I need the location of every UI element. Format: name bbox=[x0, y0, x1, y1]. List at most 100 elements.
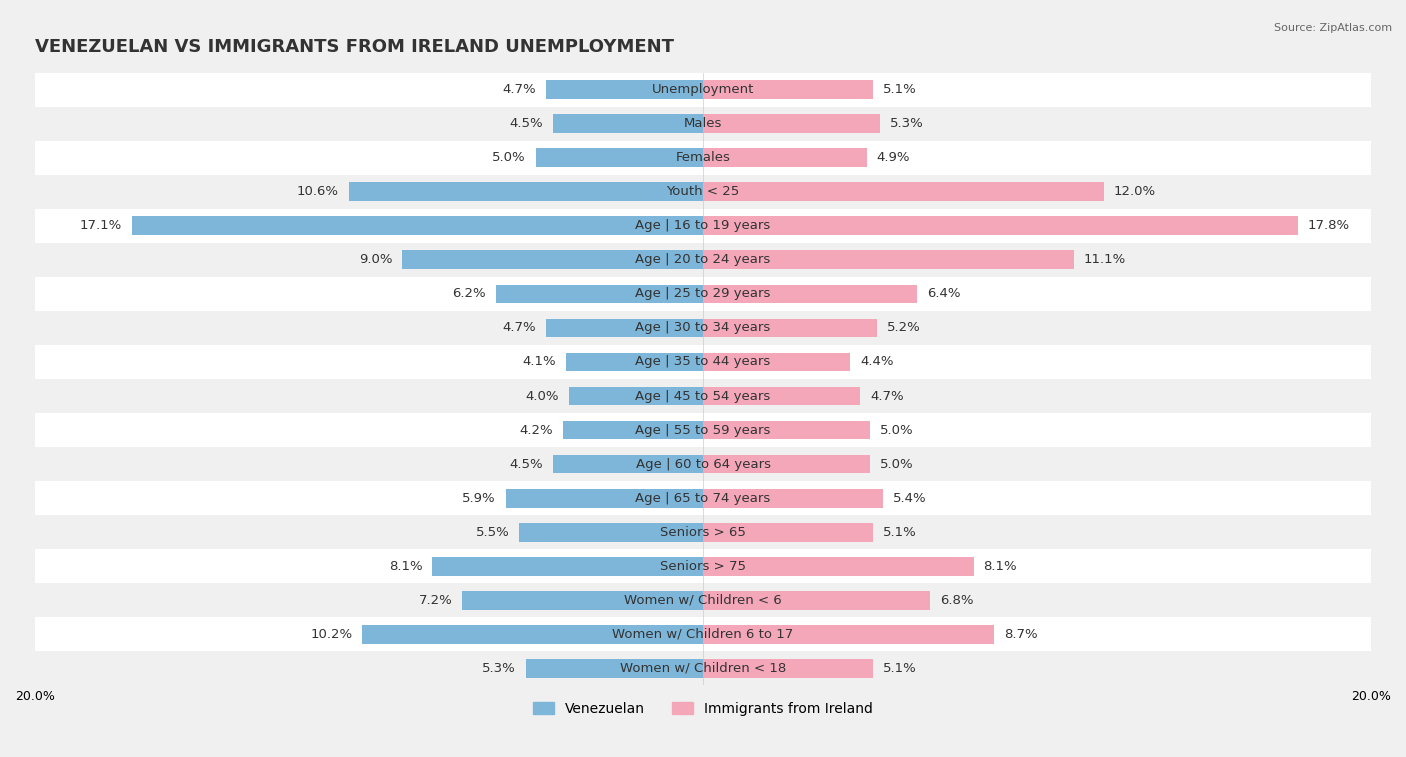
Bar bbox=[536, 148, 703, 167]
Bar bbox=[567, 353, 703, 372]
Text: 10.2%: 10.2% bbox=[311, 628, 353, 641]
Bar bbox=[35, 209, 1371, 243]
Bar bbox=[35, 73, 1371, 107]
Bar bbox=[463, 591, 703, 609]
Bar bbox=[569, 387, 703, 406]
Bar bbox=[519, 523, 703, 541]
Text: 4.1%: 4.1% bbox=[523, 356, 555, 369]
Text: 5.0%: 5.0% bbox=[880, 424, 914, 437]
Bar bbox=[703, 114, 880, 133]
Text: 5.2%: 5.2% bbox=[887, 322, 921, 335]
Bar bbox=[526, 659, 703, 678]
Bar bbox=[703, 353, 851, 372]
Text: Youth < 25: Youth < 25 bbox=[666, 185, 740, 198]
Text: 8.1%: 8.1% bbox=[984, 559, 1017, 573]
Text: 4.9%: 4.9% bbox=[877, 151, 910, 164]
Text: 5.5%: 5.5% bbox=[475, 525, 509, 539]
Bar bbox=[35, 481, 1371, 516]
Text: Women w/ Children < 6: Women w/ Children < 6 bbox=[624, 593, 782, 607]
Text: Females: Females bbox=[675, 151, 731, 164]
Bar bbox=[703, 523, 873, 541]
Text: 4.7%: 4.7% bbox=[870, 390, 904, 403]
Bar bbox=[546, 319, 703, 338]
Text: Age | 65 to 74 years: Age | 65 to 74 years bbox=[636, 491, 770, 505]
Text: 7.2%: 7.2% bbox=[419, 593, 453, 607]
Text: 4.7%: 4.7% bbox=[502, 83, 536, 96]
Text: VENEZUELAN VS IMMIGRANTS FROM IRELAND UNEMPLOYMENT: VENEZUELAN VS IMMIGRANTS FROM IRELAND UN… bbox=[35, 38, 673, 56]
Text: Age | 20 to 24 years: Age | 20 to 24 years bbox=[636, 254, 770, 266]
Bar bbox=[562, 421, 703, 439]
Bar bbox=[703, 489, 883, 507]
Text: 5.3%: 5.3% bbox=[482, 662, 516, 675]
Text: Women w/ Children 6 to 17: Women w/ Children 6 to 17 bbox=[613, 628, 793, 641]
Bar bbox=[35, 277, 1371, 311]
Text: 4.7%: 4.7% bbox=[502, 322, 536, 335]
Text: 5.0%: 5.0% bbox=[880, 458, 914, 471]
Text: Age | 30 to 34 years: Age | 30 to 34 years bbox=[636, 322, 770, 335]
Text: 4.0%: 4.0% bbox=[526, 390, 560, 403]
Bar bbox=[35, 175, 1371, 209]
Bar bbox=[703, 557, 973, 575]
Bar bbox=[402, 251, 703, 269]
Bar bbox=[703, 421, 870, 439]
Text: 4.2%: 4.2% bbox=[519, 424, 553, 437]
Bar bbox=[132, 217, 703, 235]
Bar bbox=[703, 217, 1298, 235]
Bar bbox=[35, 243, 1371, 277]
Bar bbox=[553, 114, 703, 133]
Text: 17.1%: 17.1% bbox=[80, 220, 122, 232]
Text: Seniors > 75: Seniors > 75 bbox=[659, 559, 747, 573]
Bar bbox=[703, 285, 917, 304]
Bar bbox=[349, 182, 703, 201]
Bar bbox=[363, 625, 703, 643]
Text: 5.3%: 5.3% bbox=[890, 117, 924, 130]
Bar bbox=[35, 447, 1371, 481]
Text: Age | 16 to 19 years: Age | 16 to 19 years bbox=[636, 220, 770, 232]
Text: 11.1%: 11.1% bbox=[1084, 254, 1126, 266]
Text: Males: Males bbox=[683, 117, 723, 130]
Bar bbox=[703, 319, 877, 338]
Text: Age | 45 to 54 years: Age | 45 to 54 years bbox=[636, 390, 770, 403]
Bar bbox=[35, 516, 1371, 550]
Bar bbox=[35, 550, 1371, 584]
Bar bbox=[35, 141, 1371, 175]
Bar bbox=[703, 148, 866, 167]
Text: 5.0%: 5.0% bbox=[492, 151, 526, 164]
Text: Age | 55 to 59 years: Age | 55 to 59 years bbox=[636, 424, 770, 437]
Text: 6.8%: 6.8% bbox=[941, 593, 974, 607]
Text: 6.2%: 6.2% bbox=[453, 288, 486, 301]
Text: Age | 25 to 29 years: Age | 25 to 29 years bbox=[636, 288, 770, 301]
Bar bbox=[35, 413, 1371, 447]
Text: 4.5%: 4.5% bbox=[509, 117, 543, 130]
Text: Age | 60 to 64 years: Age | 60 to 64 years bbox=[636, 458, 770, 471]
Bar bbox=[703, 455, 870, 473]
Text: Source: ZipAtlas.com: Source: ZipAtlas.com bbox=[1274, 23, 1392, 33]
Bar bbox=[496, 285, 703, 304]
Text: 5.1%: 5.1% bbox=[883, 525, 917, 539]
Bar bbox=[506, 489, 703, 507]
Text: Age | 35 to 44 years: Age | 35 to 44 years bbox=[636, 356, 770, 369]
Bar bbox=[703, 251, 1074, 269]
Text: 5.1%: 5.1% bbox=[883, 662, 917, 675]
Bar bbox=[703, 80, 873, 99]
Text: 9.0%: 9.0% bbox=[359, 254, 392, 266]
Text: 5.1%: 5.1% bbox=[883, 83, 917, 96]
Text: 5.4%: 5.4% bbox=[893, 491, 927, 505]
Text: Unemployment: Unemployment bbox=[652, 83, 754, 96]
Bar bbox=[35, 107, 1371, 141]
Bar bbox=[433, 557, 703, 575]
Bar bbox=[703, 659, 873, 678]
Bar bbox=[35, 379, 1371, 413]
Bar bbox=[35, 617, 1371, 651]
Text: 8.7%: 8.7% bbox=[1004, 628, 1038, 641]
Text: 10.6%: 10.6% bbox=[297, 185, 339, 198]
Bar bbox=[703, 182, 1104, 201]
Bar bbox=[35, 651, 1371, 685]
Bar bbox=[546, 80, 703, 99]
Text: 4.5%: 4.5% bbox=[509, 458, 543, 471]
Text: Women w/ Children < 18: Women w/ Children < 18 bbox=[620, 662, 786, 675]
Text: Seniors > 65: Seniors > 65 bbox=[659, 525, 747, 539]
Text: 4.4%: 4.4% bbox=[860, 356, 893, 369]
Text: 5.9%: 5.9% bbox=[463, 491, 496, 505]
Bar bbox=[35, 311, 1371, 345]
